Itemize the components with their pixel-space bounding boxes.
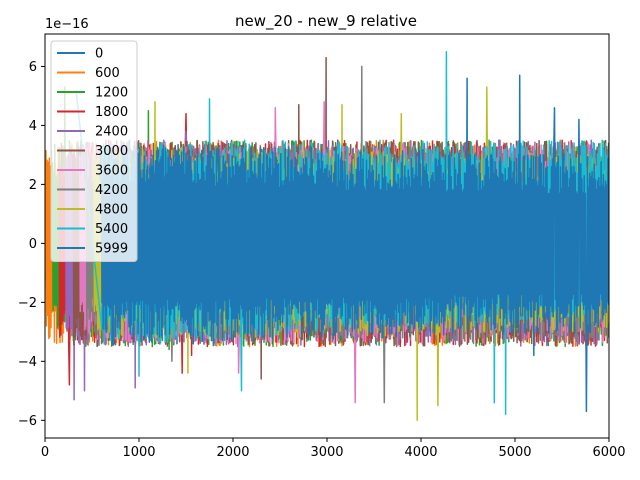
y-tick-label: 6 (29, 60, 37, 75)
y-tick-label: 2 (29, 178, 37, 193)
plot-area (45, 50, 609, 422)
legend-label-3600: 3600 (95, 164, 128, 179)
legend-label-4800: 4800 (95, 203, 128, 218)
y-tick-label: −4 (18, 355, 37, 370)
legend-label-5400: 5400 (95, 222, 128, 237)
x-tick-label: 3000 (310, 445, 343, 460)
x-tick-label: 2000 (216, 445, 249, 460)
y-tick-label: −2 (18, 296, 37, 311)
legend-label-1800: 1800 (95, 105, 128, 120)
x-tick-label: 5000 (498, 445, 531, 460)
x-tick-label: 1000 (122, 445, 155, 460)
legend-label-1200: 1200 (95, 86, 128, 101)
x-tick-label: 6000 (592, 445, 625, 460)
legend-box (50, 40, 138, 262)
chart-title: new_20 - new_9 relative (235, 12, 417, 31)
series-line-5999 (100, 74, 609, 413)
y-scale-offset-label: 1e−16 (45, 17, 89, 32)
legend-label-600: 600 (95, 66, 120, 81)
y-tick-label: 0 (29, 237, 37, 252)
y-tick-label: −6 (18, 414, 37, 429)
x-tick-label: 4000 (404, 445, 437, 460)
legend-label-2400: 2400 (95, 125, 128, 140)
legend: 0 600 1200 1800 2400 3000 3600 4200 4800 5400 5999 (50, 40, 138, 262)
legend-label-0: 0 (95, 47, 103, 62)
legend-label-4200: 4200 (95, 183, 128, 198)
legend-label-5999: 5999 (95, 242, 128, 257)
legend-label-3000: 3000 (95, 144, 128, 159)
y-tick-label: 4 (29, 119, 37, 134)
x-tick-label: 0 (41, 445, 49, 460)
